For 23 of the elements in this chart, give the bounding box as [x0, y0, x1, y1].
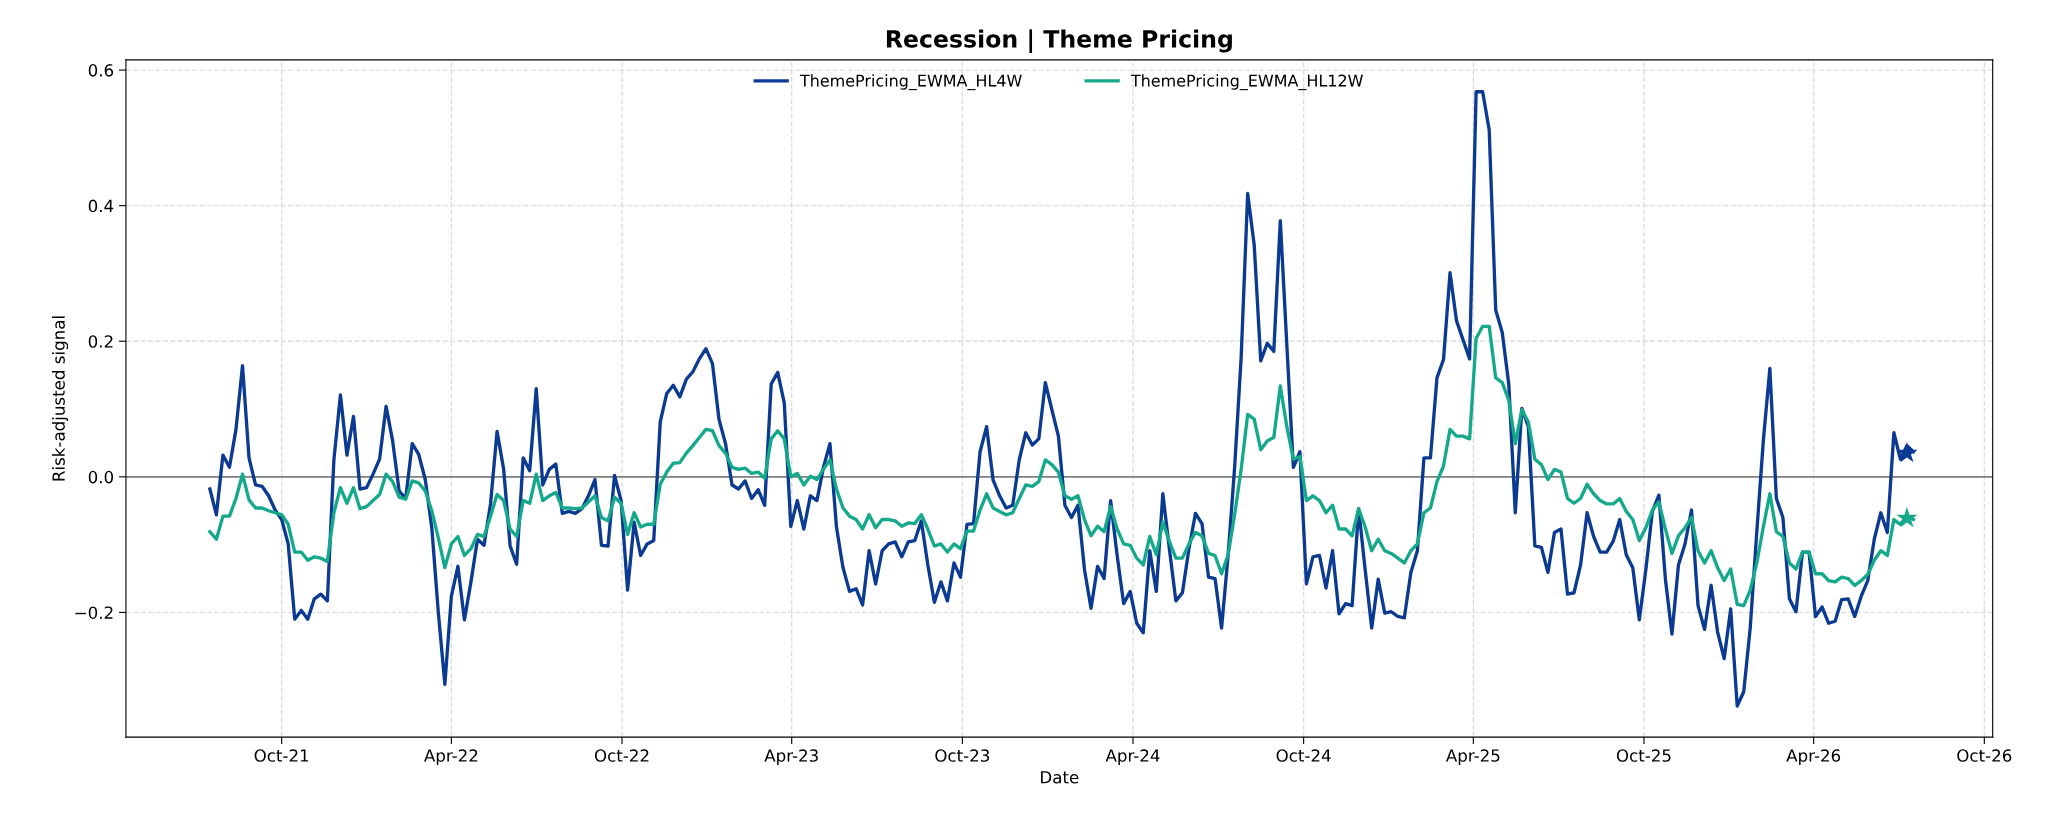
- x-tick-label: Oct-24: [1276, 749, 1331, 762]
- y-tick-label: 0.2: [88, 335, 113, 348]
- y-axis-title: Risk-adjusted signal: [51, 316, 69, 481]
- x-tick-label: Oct-22: [594, 749, 649, 762]
- x-tick-label: Oct-25: [1616, 749, 1671, 762]
- x-tick-label: Apr-26: [1786, 749, 1841, 766]
- y-tick-label: 0.4: [88, 199, 114, 213]
- x-tick-label: Oct-23: [935, 749, 990, 762]
- line-series: [208, 90, 1916, 708]
- y-tick-label: −0.2: [75, 606, 113, 619]
- y-tick-label: 0.6: [88, 64, 114, 77]
- x-tick-label: Apr-22: [424, 749, 478, 766]
- x-tick-label: Apr-23: [764, 749, 818, 766]
- y-tick-label: 0.0: [88, 470, 114, 484]
- x-axis-title: Date: [1041, 771, 1079, 784]
- chart-title: Recession | Theme Pricing: [886, 29, 1232, 53]
- legend-label: ThemePricing_EWMA_HL4W: [799, 74, 1022, 91]
- x-tick-label: Oct-21: [254, 749, 309, 762]
- x-tick-label: Apr-25: [1445, 749, 1500, 766]
- x-tick-label: Apr-24: [1105, 749, 1160, 766]
- x-tick-label: Oct-26: [1957, 749, 2012, 762]
- line-series: [208, 324, 1916, 608]
- legend-label: ThemePricing_EWMA_HL12W: [1130, 74, 1363, 91]
